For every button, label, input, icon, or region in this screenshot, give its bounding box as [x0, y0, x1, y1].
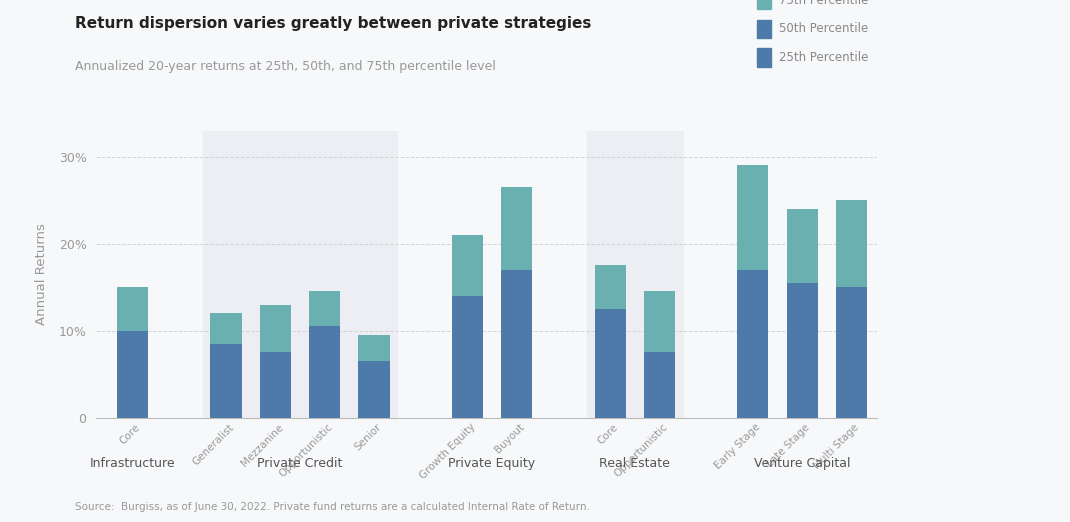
Bar	[737, 270, 768, 418]
Text: Opportunistic: Opportunistic	[612, 422, 669, 479]
Text: Multi Stage: Multi Stage	[812, 422, 861, 471]
Bar	[836, 200, 867, 287]
Bar	[737, 165, 768, 270]
Bar	[117, 287, 149, 330]
Bar	[211, 313, 242, 343]
Text: Source:  Burgiss, as of June 30, 2022. Private fund returns are a calculated Int: Source: Burgiss, as of June 30, 2022. Pr…	[75, 502, 590, 512]
Bar	[358, 335, 389, 361]
Bar	[786, 209, 817, 283]
Text: Core: Core	[596, 422, 620, 446]
Text: Private Equity: Private Equity	[448, 457, 536, 470]
Text: Annualized 20-year returns at 25th, 50th, and 75th percentile level: Annualized 20-year returns at 25th, 50th…	[75, 60, 495, 73]
Text: Opportunistic: Opportunistic	[277, 422, 334, 479]
Text: Mezzanine: Mezzanine	[239, 422, 285, 468]
Bar	[595, 309, 626, 418]
Bar	[452, 235, 483, 296]
Text: Real Estate: Real Estate	[599, 457, 670, 470]
Text: Private Credit: Private Credit	[257, 457, 342, 470]
Bar	[644, 352, 675, 418]
Text: Generalist: Generalist	[190, 422, 235, 467]
Text: Growth Equity: Growth Equity	[417, 422, 477, 481]
Text: Venture Capital: Venture Capital	[754, 457, 851, 470]
Bar	[260, 352, 291, 418]
Bar	[117, 330, 149, 418]
Bar	[836, 287, 867, 418]
Bar	[452, 296, 483, 418]
Bar	[501, 187, 532, 270]
Bar	[586, 130, 683, 418]
Text: Return dispersion varies greatly between private strategies: Return dispersion varies greatly between…	[75, 16, 592, 31]
Bar	[595, 265, 626, 309]
Text: Senior: Senior	[353, 422, 384, 453]
Text: Late Stage: Late Stage	[765, 422, 812, 469]
Bar	[309, 291, 340, 326]
Text: Buyout: Buyout	[493, 422, 526, 455]
Bar	[202, 130, 397, 418]
Text: Early Stage: Early Stage	[714, 422, 763, 471]
Text: Core: Core	[118, 422, 142, 446]
Bar	[358, 361, 389, 418]
Legend: 75th Percentile, 50th Percentile, 25th Percentile: 75th Percentile, 50th Percentile, 25th P…	[753, 0, 871, 70]
Bar	[260, 304, 291, 352]
Y-axis label: Annual Returns: Annual Returns	[34, 223, 47, 325]
Bar	[309, 326, 340, 418]
Bar	[501, 270, 532, 418]
Bar	[644, 291, 675, 352]
Text: Infrastructure: Infrastructure	[90, 457, 175, 470]
Bar	[211, 343, 242, 418]
Bar	[786, 283, 817, 418]
